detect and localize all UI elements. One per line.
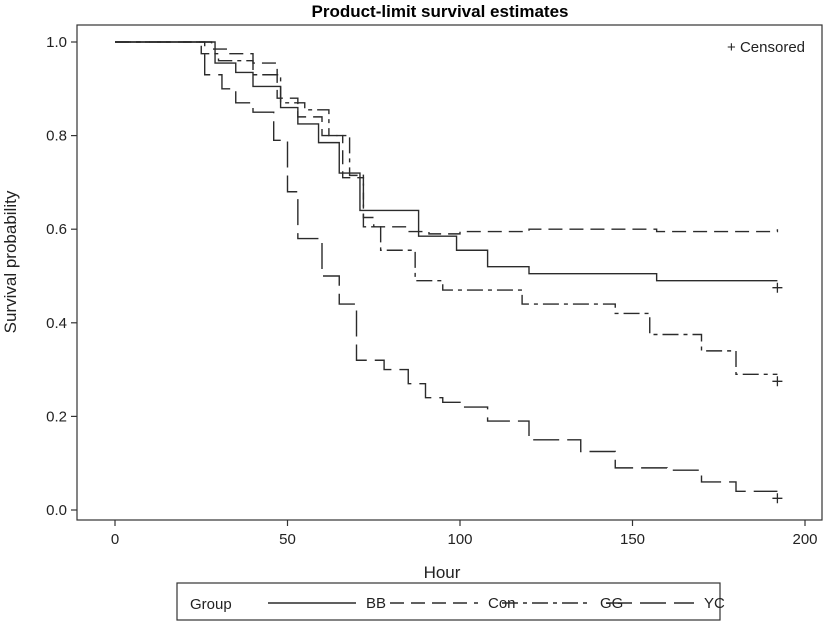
censor-mark-yc <box>772 493 783 504</box>
x-axis-label: Hour <box>424 563 461 582</box>
chart-title: Product-limit survival estimates <box>312 2 569 21</box>
y-tick-label: 1.0 <box>46 34 67 51</box>
series-line-bb <box>115 41 778 282</box>
legend-title: Group <box>190 596 232 613</box>
axis-ticks: 0 50 100 150 200 0.0 0.2 0.4 0.6 0.8 1.0 <box>46 34 817 548</box>
censored-note: + Censored <box>727 39 805 56</box>
series-layer <box>115 41 783 504</box>
legend-label-bb: BB <box>366 595 386 612</box>
y-tick-label: 0.8 <box>46 128 67 145</box>
series-line-yc <box>115 41 778 492</box>
legend-label-con: Con <box>488 595 516 612</box>
x-tick-label: 200 <box>792 531 817 548</box>
x-tick-label: 100 <box>447 531 472 548</box>
legend-label-yc: YC <box>704 595 725 612</box>
y-tick-label: 0.2 <box>46 408 67 425</box>
y-axis-label: Survival probability <box>1 190 20 333</box>
x-tick-label: 50 <box>279 531 296 548</box>
series-line-con <box>115 41 779 235</box>
y-tick-label: 0.4 <box>46 315 67 332</box>
censor-mark-gg <box>772 376 783 387</box>
censor-mark-bb <box>772 282 783 293</box>
x-tick-label: 150 <box>620 531 645 548</box>
plot-area <box>76 24 823 521</box>
y-tick-label: 0.0 <box>46 502 67 519</box>
legend-items: BB Con GG YC <box>268 595 725 612</box>
x-tick-label: 0 <box>111 531 119 548</box>
series-line-gg <box>115 41 778 375</box>
legend-box <box>176 582 721 621</box>
y-tick-label: 0.6 <box>46 221 67 238</box>
